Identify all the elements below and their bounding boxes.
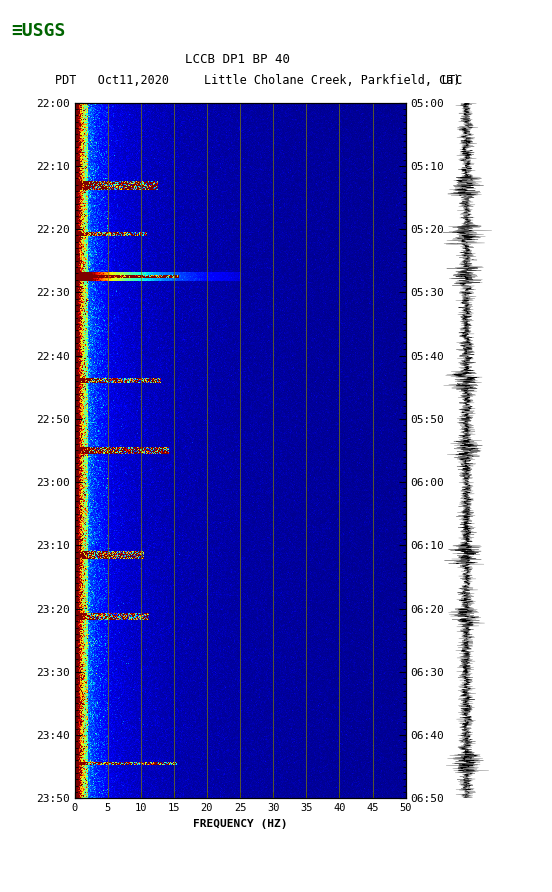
X-axis label: FREQUENCY (HZ): FREQUENCY (HZ) [193,819,288,829]
Text: Little Cholane Creek, Parkfield, Ca): Little Cholane Creek, Parkfield, Ca) [204,74,461,87]
Text: PDT   Oct11,2020: PDT Oct11,2020 [55,74,169,87]
Text: LCCB DP1 BP 40: LCCB DP1 BP 40 [185,54,290,66]
Text: ≡USGS: ≡USGS [11,22,66,40]
Text: UTC: UTC [442,74,463,87]
